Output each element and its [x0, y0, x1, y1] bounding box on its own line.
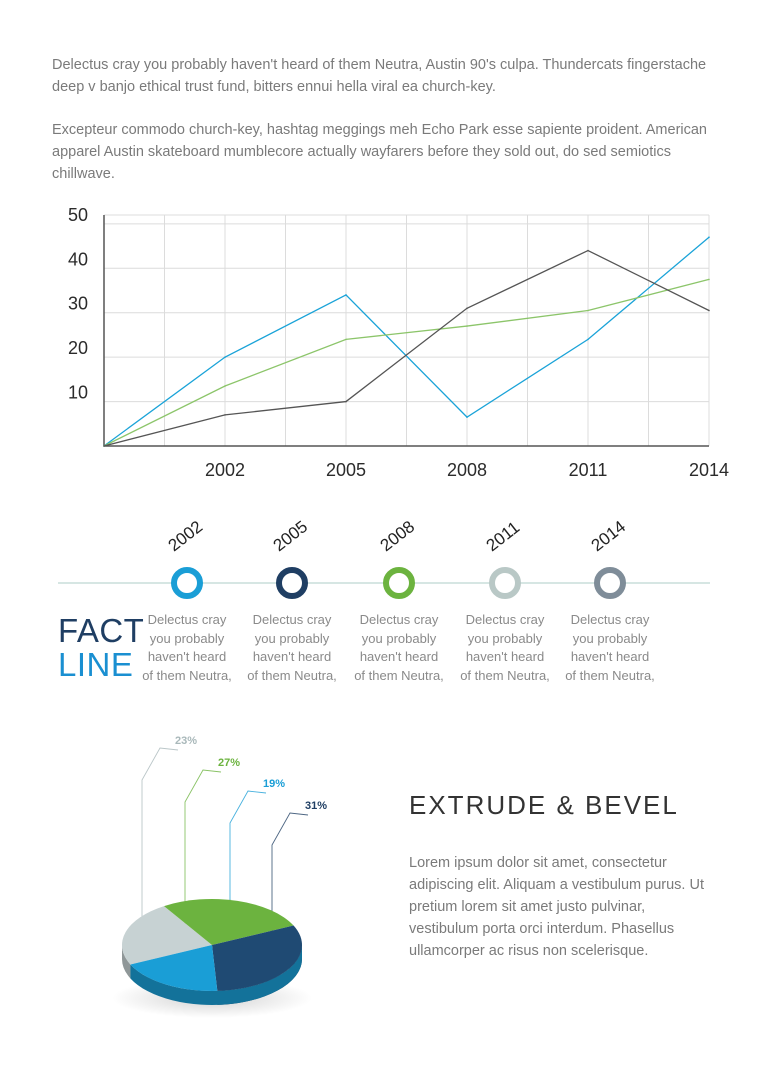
data-point [345, 338, 347, 341]
timeline-description-line: haven't heard [465, 649, 545, 664]
timeline-description-line: haven't heard [570, 649, 650, 664]
timeline-description-line: of them Neutra, [247, 667, 337, 683]
timeline-description: Delectus cray you probably haven't heard of… [240, 611, 344, 685]
pie-leader-line [141, 747, 179, 937]
data-point [708, 236, 710, 239]
timeline-node-2005 [276, 567, 308, 599]
y-tick-label: 40 [68, 249, 88, 269]
extrude-title: EXTRUDE & BEVEL [409, 790, 679, 820]
series-line-2 [103, 278, 710, 447]
timeline-description: Delectus cray you probably haven't heard of… [347, 611, 451, 685]
data-point [466, 307, 468, 310]
pie-label: 19% [263, 778, 285, 790]
pie-labels: 23% 27% 19% 31% [175, 735, 327, 812]
line-title: LINE [58, 646, 134, 683]
pie-leader-line [229, 790, 267, 937]
y-tick-label: 50 [68, 205, 88, 225]
data-point [708, 309, 710, 312]
intro-paragraph-2: Excepteur commodo church-key, hashtag me… [52, 122, 707, 182]
data-point [466, 416, 468, 418]
timeline-node-2014 [594, 567, 626, 599]
x-tick-label: 2011 [569, 460, 608, 480]
y-tick-label: 20 [68, 338, 88, 358]
timeline-description-line: you probably [361, 630, 437, 646]
pie-chart: 23% 27% 19% 31% [112, 735, 327, 1018]
pie-label: 23% [175, 735, 197, 747]
fact-title: FACT [58, 612, 145, 649]
timeline-year: 2011 [482, 517, 524, 556]
x-tick-label: 2008 [447, 460, 487, 480]
chart-series [103, 236, 710, 447]
timeline-node-2002 [171, 567, 203, 599]
timeline-year: 2005 [269, 516, 312, 556]
timeline-description-line: you probably [572, 630, 648, 646]
timeline-description-line: you probably [149, 630, 225, 646]
x-tick-label: 2005 [326, 460, 366, 480]
timeline-description-line: Delectus cray [465, 612, 545, 627]
pie-slice-27% [164, 899, 294, 945]
timeline-description-line: you probably [254, 630, 330, 646]
timeline-description-line: Delectus cray [359, 612, 439, 627]
timeline-description-line: Delectus cray [570, 612, 650, 627]
data-point [224, 414, 226, 416]
y-tick-label: 30 [68, 294, 88, 314]
series-line-1 [103, 236, 710, 447]
timeline-description-line: you probably [467, 630, 543, 646]
timeline-description-line: haven't heard [359, 649, 439, 664]
timeline-description: Delectus cray you probably haven't heard of… [558, 611, 662, 685]
chart-axis-labels: 10 20 30 40 50 2002 2005 2008 2011 2014 [68, 205, 729, 480]
data-point [224, 385, 226, 387]
chart-grid [103, 214, 710, 447]
series-line-3 [103, 249, 710, 447]
data-point [587, 249, 589, 252]
timeline-node-2011 [489, 567, 521, 599]
y-tick-label: 10 [68, 383, 88, 403]
timeline-description-line: of them Neutra, [142, 667, 232, 683]
fact-line-timeline: 2002 Delectus cray you probably haven't hea… [0, 500, 777, 700]
pie-side-23% [122, 945, 131, 979]
timeline-year: 2002 [164, 516, 207, 556]
timeline-year: 2014 [587, 516, 630, 556]
timeline-description-line: Delectus cray [252, 612, 332, 627]
intro-paragraph-1: Delectus cray you probably haven't heard… [52, 57, 707, 95]
data-point [587, 309, 589, 312]
pie-slice-23% [121, 906, 212, 965]
timeline-description-line: of them Neutra, [460, 667, 550, 683]
pie-slice-19% [130, 945, 218, 991]
timeline-year: 2008 [376, 516, 419, 556]
data-point [345, 400, 347, 403]
timeline-description-line: of them Neutra, [565, 667, 655, 683]
pie-leader-line [271, 812, 309, 937]
pie-leader-line [184, 769, 222, 937]
timeline-description-line: haven't heard [252, 649, 332, 664]
pie-side-19% [130, 945, 302, 1005]
data-point [466, 325, 468, 327]
pie-leader-lines [141, 747, 309, 937]
timeline-node-2008 [383, 567, 415, 599]
x-tick-label: 2002 [205, 460, 245, 480]
timeline-description: Delectus cray you probably haven't heard of… [135, 611, 239, 685]
pie-label: 31% [305, 800, 327, 812]
data-point [587, 338, 589, 341]
data-point [224, 356, 226, 358]
data-point [345, 294, 347, 296]
timeline-description-line: haven't heard [147, 649, 227, 664]
line-chart: 10 20 30 40 50 2002 2005 2008 2011 2014 [68, 205, 729, 480]
timeline-description-line: Delectus cray [147, 612, 227, 627]
pie-body [121, 899, 302, 1005]
timeline-description: Delectus cray you probably haven't heard of… [453, 611, 557, 685]
x-tick-label: 2014 [689, 460, 729, 480]
data-point [103, 445, 105, 447]
data-point [708, 278, 710, 281]
pie-slice-31% [212, 925, 302, 991]
extrude-body: Lorem ipsum dolor sit amet, consectetur … [409, 855, 704, 959]
pie-label: 27% [218, 757, 240, 769]
timeline-description-line: of them Neutra, [354, 667, 444, 683]
